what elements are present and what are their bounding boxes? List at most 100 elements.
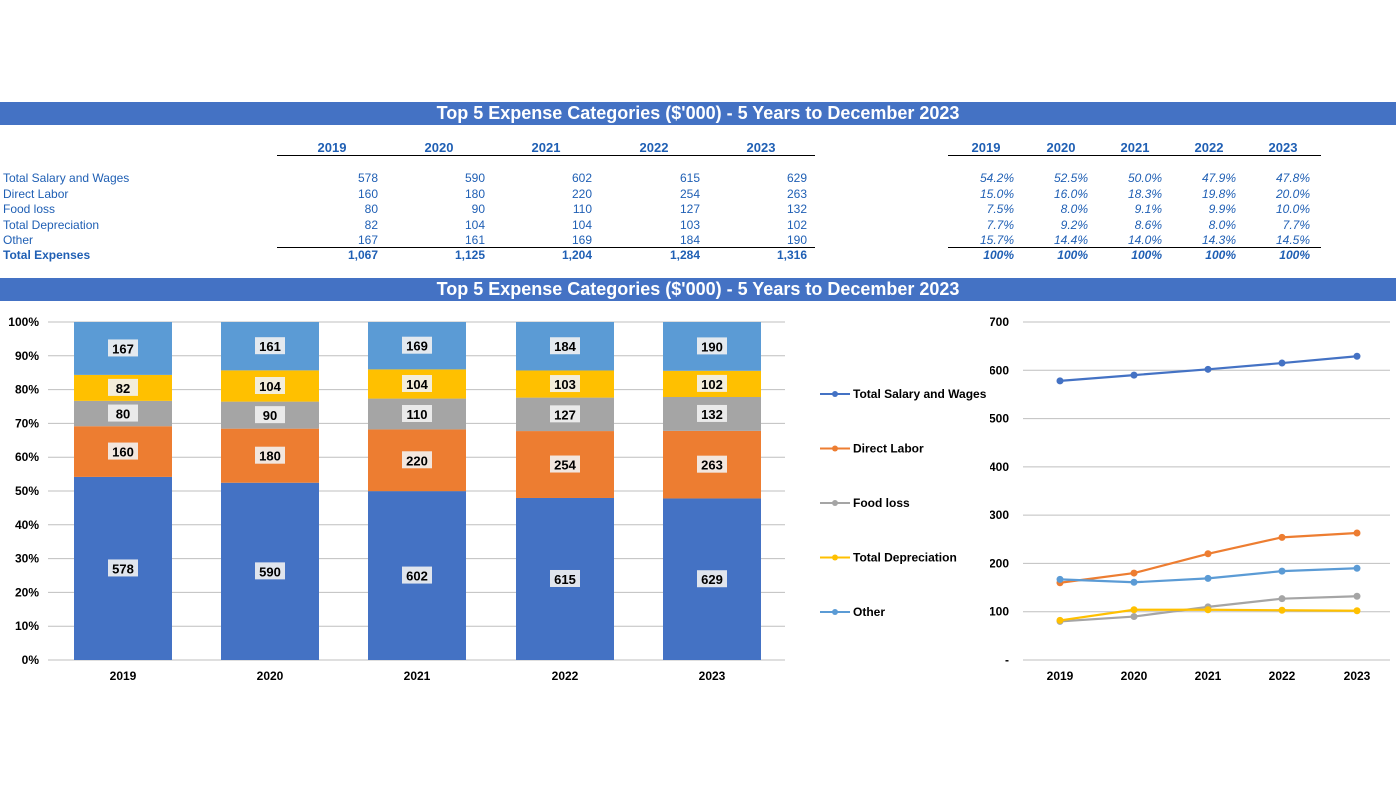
data-label-box	[108, 339, 138, 357]
pct-cell: 7.7%	[986, 218, 1014, 232]
data-point	[1204, 365, 1212, 373]
table-title: Top 5 Expense Categories ($'000) - 5 Yea…	[0, 102, 1396, 125]
year-header: 2022	[639, 140, 669, 155]
pct-year-header: 2020	[1046, 140, 1076, 155]
pct-cell: 14.4%	[1053, 233, 1088, 247]
data-point	[1353, 529, 1361, 537]
row-label: Direct Labor	[3, 187, 69, 201]
value-cell: 180	[464, 187, 485, 201]
data-point	[1278, 606, 1286, 614]
data-point	[1353, 564, 1361, 572]
data-label: 578	[112, 561, 134, 576]
y-tick-label: 60%	[15, 450, 39, 464]
y-tick-label: 70%	[15, 416, 39, 430]
data-label: 190	[701, 339, 723, 354]
x-tick-label: 2023	[1344, 669, 1371, 683]
pct-cell: 9.1%	[1134, 202, 1162, 216]
data-label: 160	[112, 445, 134, 460]
data-point	[1056, 616, 1064, 624]
data-label: 80	[116, 407, 130, 422]
pct-cell: 20.0%	[1275, 187, 1310, 201]
total-value-cell: 1,204	[561, 248, 592, 262]
value-cell: 615	[679, 171, 700, 185]
y-tick-label: 0%	[22, 653, 40, 667]
data-label: 615	[554, 572, 576, 587]
value-cell: 104	[571, 218, 592, 232]
x-tick-label: 2019	[110, 669, 137, 683]
legend-marker	[832, 391, 838, 397]
data-point	[1353, 607, 1361, 615]
table-rule	[948, 247, 1321, 248]
x-tick-label: 2022	[1269, 669, 1296, 683]
total-value-cell: 1,067	[347, 248, 378, 262]
data-label-box	[108, 559, 138, 577]
data-label: 629	[701, 572, 723, 587]
table-rule	[277, 155, 815, 156]
data-point	[1204, 550, 1212, 558]
data-label: 184	[554, 339, 576, 354]
data-point	[1353, 352, 1361, 360]
line-chart: - 100 200 300 400 500 600 700 2019 2020 2021 2022 20…	[990, 315, 1390, 683]
pct-year-header: 2023	[1268, 140, 1298, 155]
pct-cell: 15.7%	[979, 233, 1014, 247]
x-tick-label: 2023	[699, 669, 726, 683]
table-rule	[277, 247, 815, 248]
y-tick-label: 100	[990, 605, 1009, 619]
charts-title: Top 5 Expense Categories ($'000) - 5 Yea…	[0, 278, 1396, 301]
legend-marker	[832, 554, 838, 561]
value-cell: 161	[464, 233, 485, 247]
stacked-bar-chart: 0% 10% 20% 30% 40% 50% 60% 70% 80% 90% 100% 578 160 8…	[8, 315, 785, 683]
data-label-box	[255, 562, 285, 580]
year-header: 2020	[424, 140, 454, 155]
pct-cell: 47.8%	[1275, 171, 1310, 185]
pct-cell: 15.0%	[979, 187, 1014, 201]
year-header: 2021	[531, 140, 561, 155]
data-point	[1130, 371, 1138, 379]
pct-cell: 54.2%	[979, 171, 1014, 185]
row-label: Other	[3, 233, 34, 247]
legend-marker	[832, 445, 838, 452]
data-label-box	[697, 455, 727, 473]
legend-label: Direct Labor	[853, 442, 924, 456]
data-label-box	[550, 455, 580, 473]
data-label: 104	[259, 379, 281, 394]
value-cell: 132	[786, 202, 807, 216]
pct-cell: 8.0%	[1060, 202, 1088, 216]
pct-year-header: 2019	[971, 140, 1001, 155]
y-tick-label: 80%	[15, 383, 39, 397]
data-label: 127	[554, 407, 576, 422]
pct-cell: 19.8%	[1201, 187, 1236, 201]
x-tick-label: 2020	[257, 669, 284, 683]
pct-cell: 7.5%	[986, 202, 1014, 216]
data-label: 167	[112, 341, 134, 356]
line-chart-legend: Total Salary and Wages Direct Labor Food l…	[820, 387, 987, 619]
year-header: 2019	[317, 140, 347, 155]
data-label: 102	[701, 377, 723, 392]
data-label-box	[255, 446, 285, 464]
data-point	[1056, 575, 1064, 583]
x-tick-label: 2019	[1047, 669, 1074, 683]
data-point	[1204, 574, 1212, 582]
data-label-box	[697, 337, 727, 355]
data-label-box	[550, 375, 580, 393]
data-label-box	[255, 337, 285, 355]
data-point	[1056, 377, 1064, 385]
value-cell: 127	[679, 202, 700, 216]
value-cell: 103	[679, 218, 700, 232]
data-label-box	[255, 376, 285, 394]
legend-marker	[832, 500, 838, 506]
y-tick-label: 50%	[15, 484, 39, 498]
total-value-cell: 1,316	[776, 248, 807, 262]
data-label-box	[550, 569, 580, 587]
data-label-box	[697, 570, 727, 588]
value-cell: 110	[572, 202, 592, 216]
pct-cell: 14.3%	[1201, 233, 1236, 247]
data-label-box	[402, 374, 432, 392]
legend-marker	[832, 609, 838, 615]
legend-label: Total Depreciation	[853, 551, 957, 565]
data-point	[1204, 606, 1212, 614]
pct-cell: 9.2%	[1060, 218, 1088, 232]
y-tick-label: 600	[990, 363, 1009, 377]
total-pct-cell: 100%	[1131, 248, 1162, 262]
data-label-box	[402, 566, 432, 584]
